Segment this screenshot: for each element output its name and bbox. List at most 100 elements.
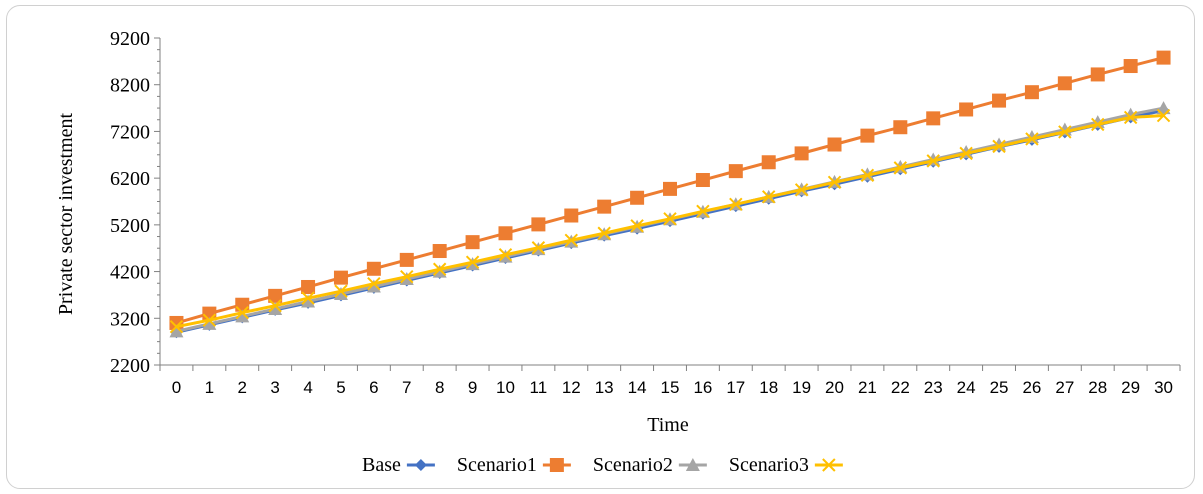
triangle-marker [235,309,250,323]
x-marker-stroke [400,270,414,284]
square-marker [893,120,908,135]
x-marker-stroke [465,255,480,269]
y-tick-label: 6200 [110,168,150,190]
x-marker-stroke [202,313,217,327]
x-tick-label: 13 [595,378,614,397]
triangle-marker [366,279,381,293]
x-marker-stroke [597,226,611,240]
x-tick-label: 23 [924,378,943,397]
x-marker-stroke [827,175,842,190]
legend-label: Scenario2 [593,454,673,476]
x-marker-stroke [893,161,908,175]
x-tick-label: 1 [205,378,214,397]
x-tick-label: 26 [1022,378,1041,397]
x-tick-label: 16 [693,378,712,397]
square-marker [761,155,776,170]
x-marker-stroke [169,319,184,334]
x-marker-stroke [235,305,249,320]
square-marker [992,93,1007,108]
y-tick-label: 7200 [110,121,150,143]
x-tick-label: 4 [303,378,312,397]
x-tick-label: 12 [562,378,581,397]
x-marker-stroke [531,241,546,255]
x-marker-stroke [1058,125,1072,139]
square-marker [268,288,283,303]
square-marker [695,173,710,188]
triangle-marker [399,272,414,286]
x-marker-stroke [1091,117,1105,132]
x-tick-label: 9 [468,378,477,397]
series-layer [169,50,1171,339]
x-marker-stroke [959,146,973,161]
square-marker [1123,59,1138,74]
square-marker [630,190,645,205]
legend-label: Scenario1 [457,454,537,476]
x-axis-title: Time [647,414,689,436]
x-marker-stroke [1156,108,1171,123]
square-marker [301,279,316,294]
x-tick-label: 19 [792,378,811,397]
x-tick-label: 20 [825,378,844,397]
y-tick-label: 5200 [110,215,150,237]
x-marker-stroke [1025,132,1039,146]
square-marker [794,146,809,161]
y-axis-title: Private sector investment [55,112,77,315]
square-marker [531,217,546,232]
triangle-marker [432,264,447,278]
legend: Base Scenario1 Scenario2 Scenario3 [362,454,843,476]
x-tick-label: 17 [726,378,745,397]
x-tick-label: 15 [661,378,680,397]
x-tick-label: 10 [496,378,515,397]
square-marker [663,181,677,196]
x-tick-label: 25 [990,378,1009,397]
triangle-marker [268,301,283,315]
x-marker-stroke [926,154,940,168]
triangle-marker [333,286,348,300]
x-tick-label: 2 [238,378,247,397]
square-marker [1090,67,1105,82]
x-tick-label: 14 [628,378,647,397]
x-tick-label: 11 [530,378,548,397]
legend-item: Base [362,454,435,476]
legend-label: Scenario3 [729,454,809,476]
x-marker-stroke [663,212,677,226]
x-marker-stroke [301,291,315,305]
square-marker [827,137,842,152]
legend-item: Scenario1 [457,454,571,476]
triangle-marker [202,316,217,330]
y-tick-label: 2200 [110,355,150,377]
square-marker [333,270,348,285]
square-marker [498,226,513,241]
x-tick-label: 0 [172,378,181,397]
x-marker-stroke [822,458,836,472]
series-scenario3 [169,108,1171,334]
x-tick-label: 3 [270,378,279,397]
diamond-marker [414,459,427,471]
x-tick-label: 6 [369,378,378,397]
square-marker [728,164,743,179]
x-tick-label: 29 [1121,378,1140,397]
x-tick-label: 8 [435,378,444,397]
square-marker [366,261,381,276]
x-tick-label: 5 [336,378,345,397]
x-tick-label: 7 [402,378,411,397]
x-tick-label: 18 [759,378,778,397]
square-marker [959,102,974,117]
x-marker-stroke [794,183,809,197]
legend-item: Scenario3 [729,454,843,476]
triangle-marker [685,458,700,471]
legend-item: Scenario2 [593,454,707,476]
x-tick-label: 27 [1055,378,1074,397]
x-marker-stroke [432,262,447,276]
square-marker [860,128,875,143]
x-marker-stroke [762,190,776,204]
y-tick-label: 8200 [110,75,150,97]
square-marker [1024,85,1039,100]
x-marker-stroke [498,248,513,262]
x-tick-label: 24 [957,378,976,397]
x-tick-label: 22 [891,378,910,397]
series-scenario1 [169,50,1171,330]
y-tick-label: 3200 [110,308,150,330]
square-marker [1156,50,1171,65]
